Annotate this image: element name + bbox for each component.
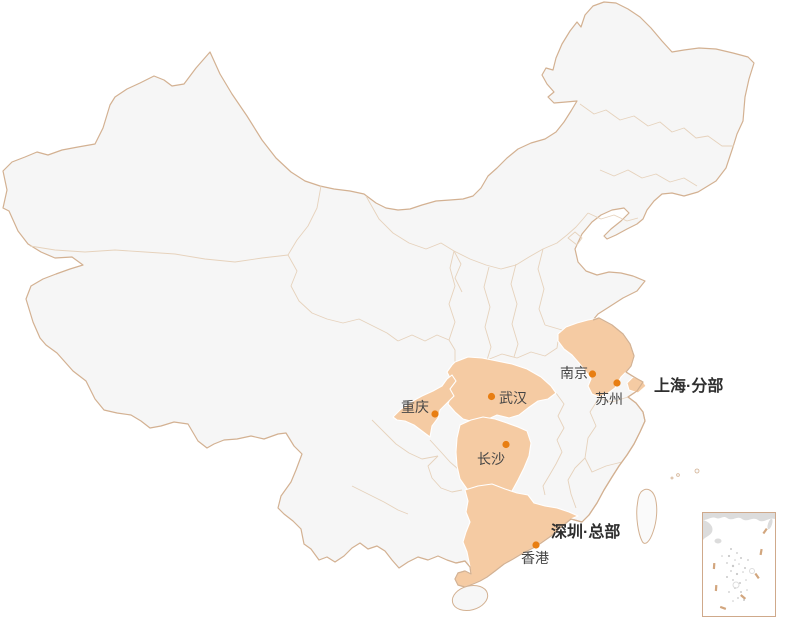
suzhou-label: 苏州 bbox=[595, 391, 623, 407]
nanjing-dot[interactable] bbox=[588, 370, 597, 378]
inset-coastline bbox=[703, 513, 775, 544]
region-hunan[interactable] bbox=[455, 416, 532, 501]
region-shanghai[interactable] bbox=[626, 376, 647, 394]
inset-islands bbox=[721, 548, 755, 602]
national-border bbox=[454, 317, 646, 588]
changsha-label: 长沙 bbox=[477, 451, 505, 467]
islet-icon bbox=[694, 468, 700, 474]
city-dots bbox=[431, 370, 621, 549]
region-chongqing[interactable] bbox=[392, 374, 457, 438]
nanjing-label: 南京 bbox=[560, 365, 588, 381]
shenzhen-hq-label[interactable]: 深圳·总部 bbox=[551, 522, 620, 541]
suzhou-dot[interactable] bbox=[613, 379, 621, 387]
china-mainland bbox=[2, 1, 755, 588]
hainan-island bbox=[451, 585, 489, 611]
city-labels: 南京 苏州 武汉 重庆 长沙 香港 bbox=[401, 365, 623, 566]
wuhan-dot[interactable] bbox=[487, 392, 496, 401]
islet-icon bbox=[676, 473, 680, 477]
nine-dash-line bbox=[712, 527, 768, 610]
changsha-dot[interactable] bbox=[502, 440, 510, 449]
chongqing-label: 重庆 bbox=[401, 399, 429, 415]
office-labels: 上海·分部 深圳·总部 bbox=[551, 376, 723, 541]
taiwan-island bbox=[636, 488, 658, 544]
shanghai-branch-label[interactable]: 上海·分部 bbox=[654, 376, 723, 395]
province-borders bbox=[29, 103, 734, 515]
chongqing-dot[interactable] bbox=[431, 410, 439, 418]
hongkong-label: 香港 bbox=[521, 550, 549, 566]
islet-icon bbox=[670, 476, 674, 480]
wuhan-label: 武汉 bbox=[499, 390, 527, 406]
islands bbox=[451, 468, 700, 611]
hongkong-dot[interactable] bbox=[532, 541, 540, 549]
south-china-sea-inset bbox=[702, 512, 776, 617]
